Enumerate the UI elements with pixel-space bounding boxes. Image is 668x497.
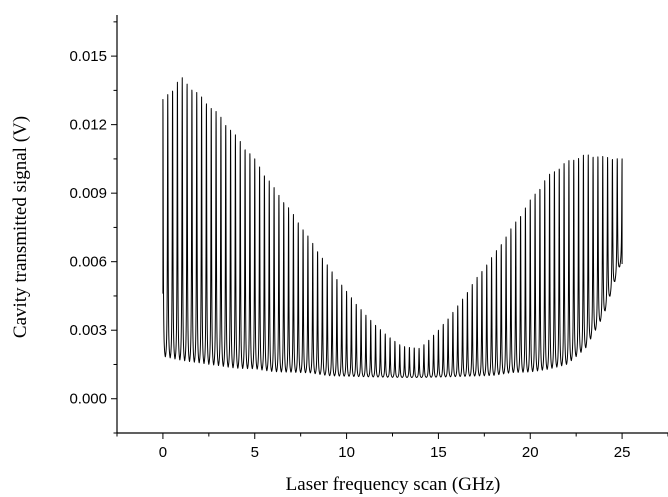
x-tick-label: 0 <box>159 444 167 461</box>
y-tick-label: 0.006 <box>69 254 107 271</box>
y-tick-label: 0.000 <box>69 391 107 408</box>
x-tick-label: 20 <box>522 444 539 461</box>
x-tick-label: 10 <box>338 444 355 461</box>
y-tick-label: 0.015 <box>69 48 107 65</box>
transmission-trace <box>162 77 623 378</box>
plot-area <box>162 77 623 378</box>
y-tick-label: 0.009 <box>69 185 107 202</box>
x-axis-label: Laser frequency scan (GHz) <box>286 474 501 495</box>
axes <box>116 15 668 434</box>
y-tick-label: 0.012 <box>69 117 107 134</box>
y-axis-ticks: 0.000 0.003 0.006 0.009 0.012 0.015 <box>69 21 117 434</box>
x-axis-ticks: 0 5 10 15 20 25 <box>116 433 668 461</box>
x-tick-label: 5 <box>251 444 259 461</box>
y-tick-label: 0.003 <box>69 322 107 339</box>
y-axis-label: Cavity transmitted signal (V) <box>10 116 31 338</box>
x-tick-label: 15 <box>430 444 447 461</box>
x-tick-label: 25 <box>614 444 631 461</box>
